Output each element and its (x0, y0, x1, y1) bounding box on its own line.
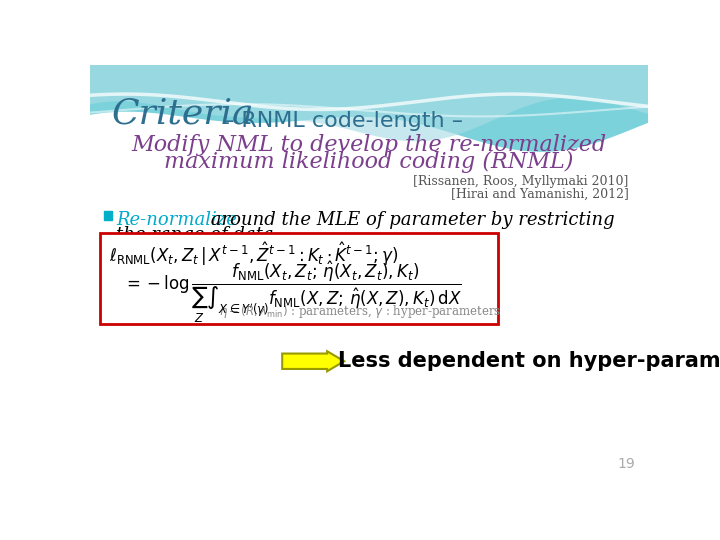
Polygon shape (90, 65, 648, 152)
FancyBboxPatch shape (100, 233, 498, 325)
Text: around the MLE of parameter by restricting: around the MLE of parameter by restricti… (204, 211, 614, 229)
Text: 19: 19 (617, 457, 635, 471)
Text: Criteria: Criteria (112, 96, 254, 130)
Text: [Rissanen, Roos, Myllymaki 2010]: [Rissanen, Roos, Myllymaki 2010] (413, 175, 629, 188)
Text: Modify NML to develop the re-normalized: Modify NML to develop the re-normalized (132, 134, 606, 156)
Text: Re-normalize: Re-normalize (117, 211, 237, 229)
Polygon shape (90, 65, 648, 141)
Text: $\ell_{\rm RNML}(X_t, Z_t\,|\,X^{t-1}, \hat{Z}^{t-1} : K_t \cdot \hat{K}^{t-1}; : $\ell_{\rm RNML}(X_t, Z_t\,|\,X^{t-1}, \… (109, 240, 399, 268)
Text: the range of data: the range of data (117, 226, 274, 245)
Text: maximum likelihood coding (RNML): maximum likelihood coding (RNML) (164, 151, 574, 173)
Text: $= -\log \dfrac{f_{\rm NML}(X_t, Z_t;\,\hat{\eta}(X_t, Z_t), K_t)}{\sum_Z \int_{: $= -\log \dfrac{f_{\rm NML}(X_t, Z_t;\,\… (122, 260, 462, 325)
Text: $\eta - (R, \lambda_{\rm min})$ : parameters, $\gamma$ : hyper-parameters: $\eta - (R, \lambda_{\rm min})$ : parame… (219, 303, 500, 320)
FancyArrow shape (282, 351, 344, 372)
Text: – RNML code-length –: – RNML code-length – (223, 111, 463, 131)
Text: [Hirai and Yamanishi, 2012]: [Hirai and Yamanishi, 2012] (451, 188, 629, 201)
FancyBboxPatch shape (104, 211, 112, 220)
Text: Less dependent on hyper-parameter: Less dependent on hyper-parameter (338, 351, 720, 372)
